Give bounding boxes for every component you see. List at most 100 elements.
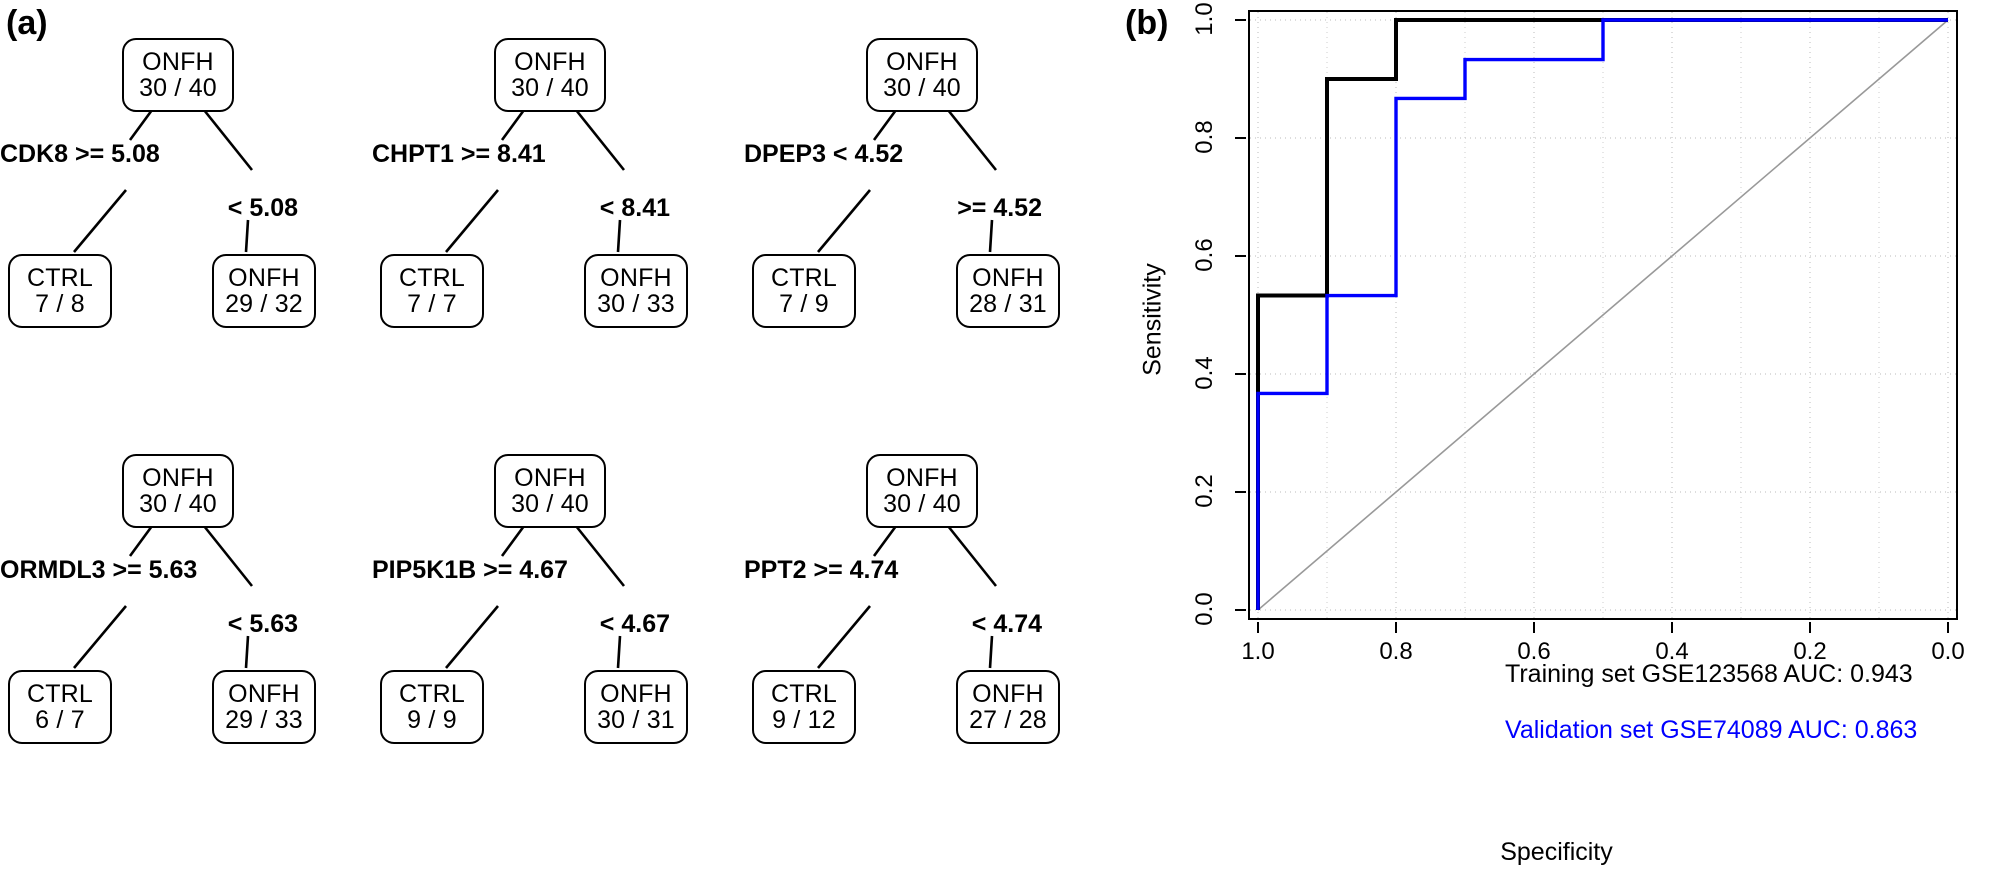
right-split-label: < 4.74 xyxy=(971,610,1042,638)
left-leaf-node: CTRL 9 / 12 xyxy=(752,670,856,744)
left-leaf-node-counts: 7 / 8 xyxy=(35,290,85,318)
edge-left-main xyxy=(817,189,871,253)
edge-right-stub xyxy=(202,109,254,171)
root-node-class: ONFH xyxy=(514,47,586,76)
panel-a-letter: (a) xyxy=(6,4,48,42)
left-split-label: PPT2 >= 4.74 xyxy=(744,556,899,584)
y-axis-tick xyxy=(1235,609,1246,611)
right-leaf-node: ONFH 27 / 28 xyxy=(956,670,1060,744)
x-axis-tick xyxy=(1671,622,1673,633)
right-split-label: < 4.67 xyxy=(599,610,670,638)
panel-b-letter: (b) xyxy=(1125,4,1169,42)
right-leaf-node-counts: 27 / 28 xyxy=(969,706,1047,734)
right-leaf-node-counts: 28 / 31 xyxy=(969,290,1047,318)
edge-left-stub xyxy=(872,109,898,141)
root-node: ONFH 30 / 40 xyxy=(494,38,606,112)
y-axis-tick-label: 0.4 xyxy=(1191,356,1218,390)
edge-right-stub xyxy=(574,109,626,171)
y-axis-tick xyxy=(1235,255,1246,257)
right-leaf-node: ONFH 30 / 33 xyxy=(584,254,688,328)
edge-left-stub xyxy=(500,109,526,141)
edge-left-stub xyxy=(128,109,154,141)
left-leaf-node: CTRL 6 / 7 xyxy=(8,670,112,744)
right-leaf-node: ONFH 30 / 31 xyxy=(584,670,688,744)
root-node-counts: 30 / 40 xyxy=(883,74,961,102)
chance-diagonal-line xyxy=(1257,19,1949,611)
left-leaf-node-counts: 9 / 12 xyxy=(772,706,836,734)
y-axis-title: Sensitivity xyxy=(1138,263,1167,376)
left-leaf-node-class: CTRL xyxy=(398,263,466,292)
right-leaf-node-counts: 29 / 32 xyxy=(225,290,303,318)
root-node-counts: 30 / 40 xyxy=(139,74,217,102)
roc-curve-training xyxy=(1256,18,1948,610)
right-split-label: < 5.63 xyxy=(227,610,298,638)
root-node-counts: 30 / 40 xyxy=(139,490,217,518)
x-axis-tick xyxy=(1533,622,1535,633)
left-leaf-node-counts: 7 / 9 xyxy=(779,290,829,318)
root-node-counts: 30 / 40 xyxy=(511,74,589,102)
x-axis-tick-label: 0.2 xyxy=(1793,638,1827,665)
x-axis-tick xyxy=(1809,622,1811,633)
left-leaf-node-counts: 7 / 7 xyxy=(407,290,457,318)
y-axis-tick xyxy=(1235,491,1246,493)
left-leaf-node-class: CTRL xyxy=(26,679,94,708)
left-split-label: DPEP3 < 4.52 xyxy=(744,140,904,168)
edge-right-main xyxy=(988,635,994,669)
tree-cdk8: ONFH 30 / 40 CTRL 7 / 8 ONFH 29 / 32 CDK8 >= 5… xyxy=(0,8,360,398)
edge-left-stub xyxy=(872,525,898,557)
x-axis-title: Specificity xyxy=(1500,838,1613,866)
y-axis-tick-label: 0.8 xyxy=(1191,120,1218,154)
panel-a-decision-trees: (a) ONFH 30 / 40 CTRL 7 / 8 ONFH 29 / 32 CDK8 … xyxy=(0,4,1104,814)
x-axis-tick-label: 1.0 xyxy=(1241,638,1275,665)
y-axis-tick-label: 0.6 xyxy=(1191,238,1218,272)
right-leaf-node-class: ONFH xyxy=(600,263,672,292)
y-axis-tick-label: 0.2 xyxy=(1191,474,1218,508)
roc-curves-svg xyxy=(1250,12,1956,618)
edge-left-main xyxy=(817,605,871,669)
right-split-label: >= 4.52 xyxy=(957,194,1042,222)
left-leaf-node-class: CTRL xyxy=(26,263,94,292)
roc-plot-area xyxy=(1248,10,1958,620)
y-axis-tick xyxy=(1235,373,1246,375)
right-leaf-node-class: ONFH xyxy=(228,679,300,708)
left-leaf-node-class: CTRL xyxy=(770,679,838,708)
root-node-class: ONFH xyxy=(142,47,214,76)
right-leaf-node-counts: 30 / 31 xyxy=(597,706,675,734)
tree-connectors xyxy=(445,525,626,669)
tree-dpep3: ONFH 30 / 40 CTRL 7 / 9 ONFH 28 / 31 DPEP3 < 4… xyxy=(744,8,1104,398)
edge-right-main xyxy=(244,219,250,253)
y-axis-tick-label: 0.0 xyxy=(1191,592,1218,626)
root-node-counts: 30 / 40 xyxy=(511,490,589,518)
left-split-label: CDK8 >= 5.08 xyxy=(0,140,160,168)
x-axis-tick-label: 0.6 xyxy=(1517,638,1551,665)
right-split-label: < 8.41 xyxy=(599,194,670,222)
legend-training-set: Training set GSE123568 AUC: 0.943 xyxy=(1505,660,1913,688)
right-leaf-node: ONFH 28 / 31 xyxy=(956,254,1060,328)
left-leaf-node: CTRL 9 / 9 xyxy=(380,670,484,744)
left-split-label: CHPT1 >= 8.41 xyxy=(372,140,546,168)
right-leaf-node-class: ONFH xyxy=(972,263,1044,292)
edge-right-main xyxy=(616,635,622,669)
edge-left-stub xyxy=(500,525,526,557)
tree-connectors xyxy=(73,109,254,253)
left-leaf-node-counts: 6 / 7 xyxy=(35,706,85,734)
left-leaf-node-class: CTRL xyxy=(770,263,838,292)
tree-connectors xyxy=(817,109,998,253)
edge-right-stub xyxy=(946,109,998,171)
edge-left-main xyxy=(73,189,127,253)
legend-validation-set: Validation set GSE74089 AUC: 0.863 xyxy=(1505,716,1918,744)
left-leaf-node: CTRL 7 / 7 xyxy=(380,254,484,328)
tree-pip5k1b: ONFH 30 / 40 CTRL 9 / 9 ONFH 30 / 31 PIP5K1B >… xyxy=(372,424,732,814)
x-axis-tick xyxy=(1395,622,1397,633)
x-axis-tick-label: 0.8 xyxy=(1379,638,1413,665)
right-split-label: < 5.08 xyxy=(227,194,298,222)
root-node: ONFH 30 / 40 xyxy=(866,38,978,112)
right-leaf-node-class: ONFH xyxy=(972,679,1044,708)
root-node-class: ONFH xyxy=(886,463,958,492)
x-axis-tick-label: 0.0 xyxy=(1931,638,1965,665)
edge-right-stub xyxy=(202,525,254,587)
right-leaf-node: ONFH 29 / 33 xyxy=(212,670,316,744)
root-node-class: ONFH xyxy=(886,47,958,76)
left-leaf-node: CTRL 7 / 9 xyxy=(752,254,856,328)
right-leaf-node-class: ONFH xyxy=(228,263,300,292)
